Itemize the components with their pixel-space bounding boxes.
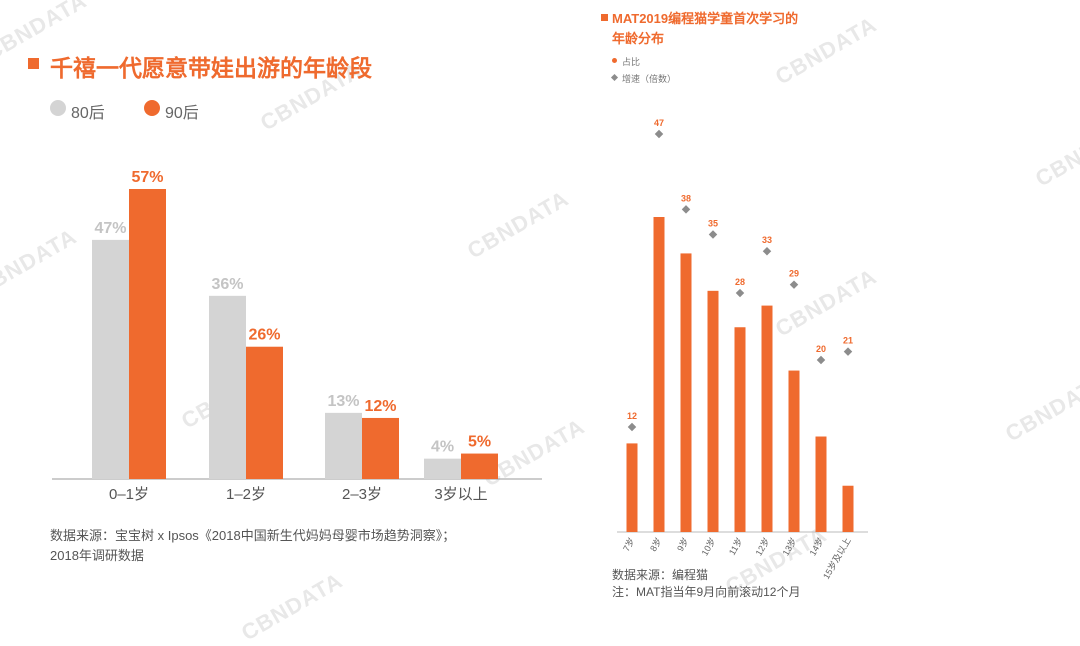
bar-share [680,253,692,532]
bar-90s [362,417,399,479]
growth-label: 38 [681,193,691,203]
bar-90s [461,453,498,479]
right-bar-chart: 12 7岁 47 8岁 38 9岁 35 10岁 28 11岁 33 12岁 29 13岁 20 14岁 21 1… [617,118,868,581]
x-tick-label: 7岁 [620,536,637,554]
bar-90s [129,189,166,479]
growth-label: 33 [762,235,772,245]
x-tick-label: 12岁 [753,536,772,558]
data-label: 57% [131,169,163,186]
left-source-note-2: 2018年调研数据 [50,548,144,563]
right-title-line-2: 年龄分布 [612,31,665,46]
bar-80s [209,295,246,479]
x-tick-label: 11岁 [726,536,745,557]
data-label: 5% [468,434,491,451]
legend-label-80s: 80后 [71,105,105,122]
growth-diamond-marker [708,230,718,239]
bar-share [653,217,665,532]
data-label: 36% [211,276,243,293]
watermark: CBNDATA [237,567,347,646]
x-tick-label: 13岁 [780,536,799,558]
growth-diamond-marker [627,422,637,432]
x-tick-label: 1–2岁 [226,486,266,503]
data-label: 4% [431,439,454,456]
left-bar-chart: 47% 57% 0–1岁 36% 26% 1–2岁 13% 12% 2–3岁 4% 5% 3岁以上 [52,169,542,503]
legend-label-share: 占比 [622,57,641,67]
growth-label: 35 [708,218,718,228]
bar-share [842,485,854,532]
growth-label: 47 [654,118,664,128]
legend-diamond-growth [610,73,619,82]
x-tick-label: 3岁以上 [434,486,487,503]
data-label: 47% [94,220,126,237]
x-tick-label: 2–3岁 [342,486,382,503]
bar-80s [325,412,362,479]
bar-90s [246,346,283,479]
growth-diamond-marker [789,280,799,289]
legend-dot-80s [50,100,66,116]
x-tick-label: 8岁 [647,536,664,554]
x-tick-label: 9岁 [674,536,691,554]
right-source-note: 数据来源：编程猫 [612,568,709,582]
growth-diamond-marker [843,347,853,356]
right-source-note-2: 注：MAT指当年9月向前滚动12个月 [612,585,801,599]
data-label: 13% [327,393,359,410]
data-label: 12% [364,398,396,415]
x-tick-label: 0–1岁 [109,486,149,503]
bar-share [788,370,800,532]
title-marker-square [28,58,39,69]
legend-label-90s: 90后 [165,105,199,122]
title-marker-square [601,14,608,21]
growth-diamond-marker [762,246,772,256]
right-title-line-1: MAT2019编程猫学童首次学习的 [612,11,799,26]
watermark: CBNDATA [1031,113,1080,192]
growth-label: 20 [816,344,826,354]
x-tick-label: 15岁及以上 [820,536,853,581]
growth-label: 28 [735,277,745,287]
watermark: CBNDATA [1001,368,1080,447]
bar-share [626,443,638,532]
data-label: 26% [248,327,280,344]
bar-80s [92,239,129,479]
growth-label: 21 [843,336,853,346]
bar-share [761,305,773,532]
right-chart-title: MAT2019编程猫学童首次学习的 年龄分布 [612,9,832,49]
growth-label: 12 [627,411,637,421]
bar-80s [424,458,461,479]
bar-share [734,327,746,532]
left-source-note: 数据来源：宝宝树 x Ipsos《2018中国新生代妈妈母婴市场趋势洞察》； [50,528,456,543]
growth-label: 29 [789,269,799,279]
bar-share [815,436,827,532]
legend-label-growth: 增速（倍数） [622,74,677,84]
x-tick-label: 10岁 [699,536,718,558]
bar-share [707,290,719,532]
growth-diamond-marker [816,355,826,365]
growth-diamond-marker [681,205,691,214]
growth-diamond-marker [735,288,745,298]
x-tick-label: 14岁 [807,536,826,558]
growth-diamond-marker [654,129,664,139]
left-chart-title: 千禧一代愿意带娃出游的年龄段 [50,55,372,81]
legend-dot-share [612,58,617,63]
legend-dot-90s [144,100,160,116]
